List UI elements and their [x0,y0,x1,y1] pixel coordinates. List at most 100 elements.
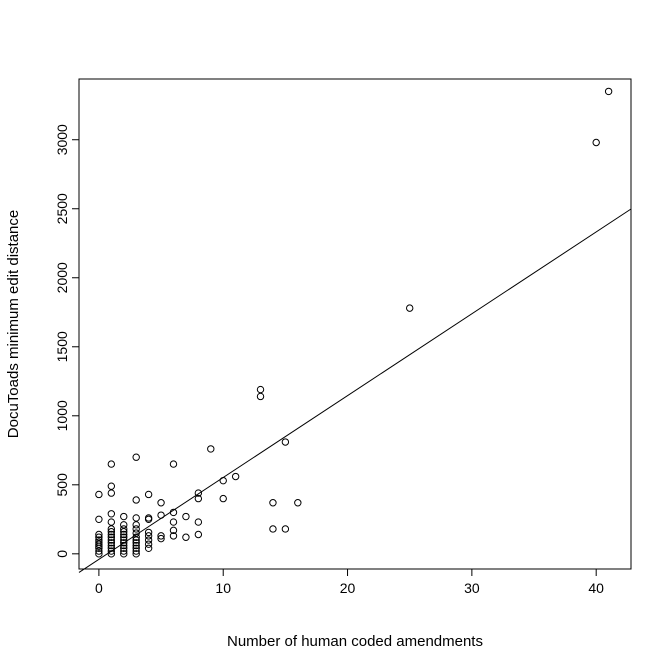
data-point [219,494,227,503]
data-point [95,530,103,539]
data-point [269,525,277,533]
data-point [256,392,265,401]
data-point [182,533,190,541]
data-point [169,460,178,468]
data-point [157,511,165,519]
data-point [132,533,140,541]
x-tick-label: 20 [340,580,356,596]
x-tick-label: 0 [95,580,103,596]
data-point [95,540,103,548]
data-point [95,550,103,558]
data-point [107,539,116,547]
x-axis-label: Number of human coded amendments [227,633,483,650]
data-point [120,530,128,539]
data-point [194,518,203,526]
x-axis: 0 10 20 30 40 [95,568,604,596]
data-point [256,385,265,394]
y-tick-label: 1500 [54,331,70,362]
data-point [281,438,290,446]
data-point [157,499,165,507]
data-points [95,87,613,558]
data-point [194,530,203,539]
data-point [95,515,103,524]
data-point [144,544,153,552]
data-point [144,532,153,540]
data-point [120,539,128,547]
data-point [120,544,128,552]
data-point [231,472,240,481]
data-point [269,499,277,507]
y-tick-label: 3000 [54,124,70,155]
plot-frame [78,78,632,570]
data-point [132,529,140,537]
data-point [157,532,165,540]
data-point [132,541,140,550]
regression-line [78,208,632,573]
data-point [169,508,178,517]
data-point [132,496,140,504]
data-point [120,512,128,521]
data-point [107,536,116,544]
x-tick-label: 40 [588,580,604,596]
data-point [132,453,140,461]
data-point [107,460,116,468]
data-point [604,87,613,96]
data-point [144,514,153,522]
regression-line-group [78,208,632,573]
data-point [144,540,153,548]
data-point [95,536,103,544]
data-point [182,512,190,521]
data-point [132,547,140,555]
data-point [194,494,203,503]
data-point [120,547,128,555]
y-tick-label: 0 [54,550,70,558]
data-point [219,476,227,485]
data-point [120,550,128,558]
data-point [132,544,140,552]
data-point [107,530,116,539]
data-point [169,526,178,535]
data-point [194,489,203,497]
y-tick-label: 2500 [54,193,70,224]
data-point [281,525,290,533]
data-point [107,525,116,533]
y-tick-label: 500 [54,473,70,497]
data-point [132,550,140,558]
y-tick-label: 2000 [54,262,70,293]
data-point [95,538,103,546]
data-point [95,490,103,499]
data-point [120,541,128,550]
data-point [144,536,153,544]
data-point [107,482,116,490]
data-point [132,539,140,547]
data-point [169,532,178,540]
data-point [120,533,128,541]
data-point [157,534,165,543]
data-point [107,518,116,526]
data-point [107,547,116,555]
y-axis: 0 500 1000 1500 2000 2500 3000 [54,124,80,558]
data-point [169,518,178,526]
data-point [107,544,116,552]
data-point [207,445,215,453]
data-point [107,533,116,541]
data-point [406,304,414,312]
data-point [107,510,116,518]
data-point [120,536,128,544]
x-tick-label: 10 [215,580,231,596]
data-point [120,525,128,533]
y-tick-label: 1000 [54,400,70,431]
data-point [107,528,116,536]
data-point [107,489,116,497]
data-point [294,499,302,507]
data-point [120,521,128,529]
data-point [144,490,153,499]
data-point [132,525,140,533]
data-point [132,536,140,544]
x-tick-label: 30 [464,580,480,596]
data-point [107,550,116,558]
data-point [132,521,140,529]
y-axis-label: DocuToads minimum edit distance [5,210,22,438]
data-point [107,541,116,550]
data-point [592,138,600,147]
